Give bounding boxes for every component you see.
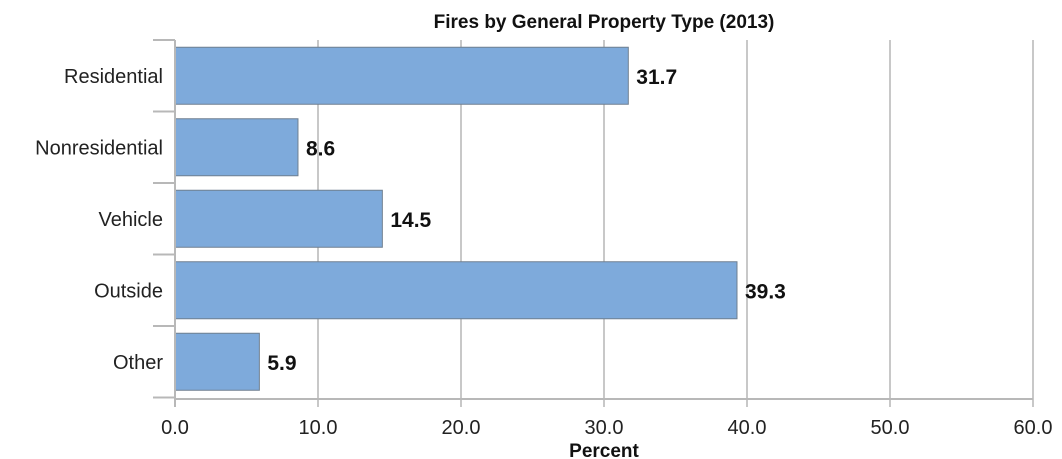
data-label: 8.6 — [306, 137, 335, 160]
data-label: 14.5 — [390, 209, 431, 232]
category-label: Other — [113, 352, 163, 374]
labels: Residential 31.7 Nonresidential 8.6 Vehicle 1… — [35, 66, 1052, 439]
bar-residential — [174, 46, 629, 105]
category-label: Residential — [64, 66, 163, 88]
axes — [153, 39, 1033, 407]
bar-vehicle — [174, 189, 383, 248]
category-label: Vehicle — [99, 209, 164, 231]
x-axis-title: Percent — [569, 441, 639, 459]
x-tick-label: 50.0 — [871, 417, 910, 439]
data-label: 5.9 — [267, 352, 296, 375]
x-tick-label: 30.0 — [585, 417, 624, 439]
category-label: Outside — [94, 280, 163, 302]
data-label: 31.7 — [636, 66, 677, 89]
bar-nonresidential — [174, 118, 299, 177]
x-tick-label: 60.0 — [1014, 417, 1053, 439]
x-tick-label: 40.0 — [728, 417, 767, 439]
bar-other — [174, 332, 260, 391]
category-label: Nonresidential — [35, 137, 163, 159]
bars — [174, 46, 738, 391]
x-tick-label: 0.0 — [161, 417, 189, 439]
x-tick-label: 10.0 — [299, 417, 338, 439]
data-label: 39.3 — [745, 280, 786, 303]
x-tick-label: 20.0 — [442, 417, 481, 439]
chart-title: Fires by General Property Type (2013) — [434, 12, 775, 33]
bar-outside — [174, 261, 738, 320]
